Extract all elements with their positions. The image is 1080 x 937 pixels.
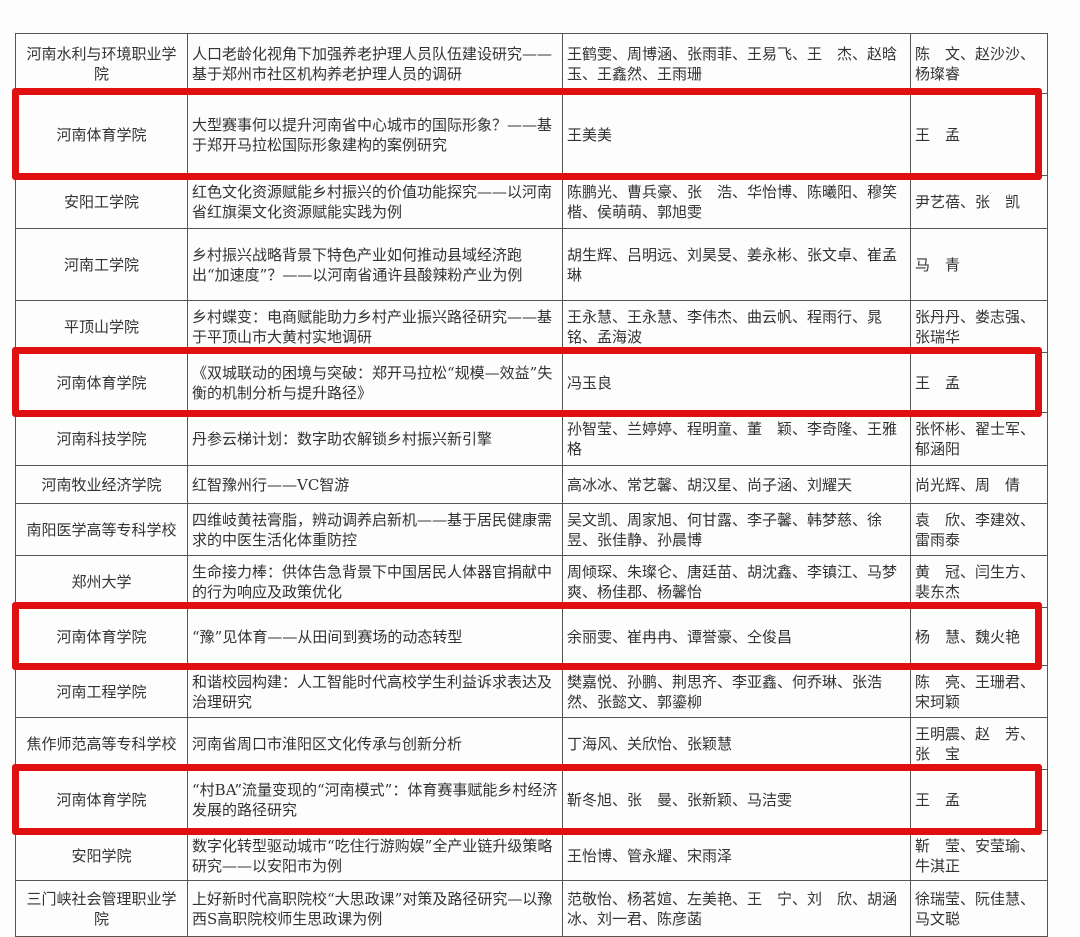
table-row: 河南工学院 乡村振兴战略背景下特色产业如何推动县域经济跑出“加速度”？——以河南省…: [15, 229, 1048, 301]
project-title-cell: 红智豫州行——VC智游: [187, 466, 562, 503]
members-cell: 余丽雯、崔冉冉、谭誉豪、仝俊昌: [562, 608, 910, 665]
project-title-cell: 红色文化资源赋能乡村振兴的价值功能探究——以河南省红旗渠文化资源赋能实践为例: [187, 176, 562, 228]
project-title-cell: 上好新时代高职院校“大思政课”对策及路径研究—以豫西S高职院校师生思政课为例: [187, 881, 562, 936]
table-row: 三门峡社会管理职业学院 上好新时代高职院校“大思政课”对策及路径研究—以豫西S高职…: [15, 881, 1048, 937]
advisors-cell: 张丹丹、娄志强、张瑞华: [910, 301, 1048, 352]
project-title-cell: 乡村振兴战略背景下特色产业如何推动县域经济跑出“加速度”？——以河南省通许县酸辣…: [187, 229, 562, 300]
table-row: 焦作师范高等专科学校 河南省周口市淮阳区文化传承与创新分析 丁海风、关欣怡、张颖慧王…: [15, 718, 1048, 770]
school-cell: 河南工学院: [15, 229, 187, 300]
school-cell: 河南体育学院: [15, 353, 187, 412]
table-row: 平顶山学院 乡村蝶变：电商赋能助力乡村产业振兴路径研究——基于平顶山市大黄村实地调…: [15, 301, 1048, 353]
school-cell: 南阳医学高等专科学校: [15, 504, 187, 555]
members-cell: 高冰冰、常艺馨、胡汉星、尚子涵、刘耀天: [562, 466, 910, 503]
school-cell: 河南牧业经济学院: [15, 466, 187, 503]
table-row: 郑州大学 生命接力棒：供体告急背景下中国居民人体器官捐献中的行为响应及政策优化 周倾…: [15, 556, 1048, 608]
members-cell: 吴文凯、周家旭、何甘露、李子馨、韩梦慈、徐 昱、张佳静、孙晨博: [562, 504, 910, 555]
advisors-cell: 尚光辉、周 倩: [910, 466, 1048, 503]
members-cell: 胡生辉、吕明远、刘昊旻、姜永彬、张文卓、崔孟琳: [562, 229, 910, 300]
members-cell: 冯玉良: [562, 353, 910, 412]
table-row: 南阳医学高等专科学校 四维岐黄祛膏脂，辨动调养启新机——基于居民健康需求的中医生活…: [15, 504, 1048, 556]
table-row: 河南体育学院 “村BA”流量变现的“河南模式”：体育赛事赋能乡村经济发展的路径研究…: [15, 770, 1048, 831]
school-cell: 河南体育学院: [15, 770, 187, 830]
advisors-cell: 杨 慧、魏火艳: [910, 608, 1048, 665]
project-title-cell: “村BA”流量变现的“河南模式”：体育赛事赋能乡村经济发展的路径研究: [187, 770, 562, 830]
advisors-cell: 黄 冠、闫生方、裴东杰: [910, 556, 1048, 607]
school-cell: 安阳学院: [15, 831, 187, 880]
advisors-cell: 王明震、赵 芳、张 宝: [910, 718, 1048, 769]
project-title-cell: 大型赛事何以提升河南省中心城市的国际形象？——基于郑开马拉松国际形象建构的案例研…: [187, 94, 562, 175]
project-title-cell: 乡村蝶变：电商赋能助力乡村产业振兴路径研究——基于平顶山市大黄村实地调研: [187, 301, 562, 352]
project-title-cell: 四维岐黄祛膏脂，辨动调养启新机——基于居民健康需求的中医生活化体重防控: [187, 504, 562, 555]
advisors-cell: 陈 文、赵沙沙、杨璨睿: [910, 34, 1048, 93]
table-row: 河南水利与环境职业学院 人口老龄化视角下加强养老护理人员队伍建设研究——基于郑州市…: [15, 34, 1048, 94]
project-title-cell: 《双城联动的困境与突破：郑开马拉松“规模—效益”失衡的机制分析与提升路径》: [187, 353, 562, 412]
members-cell: 王鹤雯、周博涵、张雨菲、王易飞、王 杰、赵晗玉、王鑫然、王雨珊: [562, 34, 910, 93]
members-cell: 丁海风、关欣怡、张颖慧: [562, 718, 910, 769]
table-row: 河南体育学院 “豫”见体育——从田间到赛场的动态转型 余丽雯、崔冉冉、谭誉豪、仝俊昌…: [15, 608, 1048, 666]
advisors-cell: 王 孟: [910, 770, 1048, 830]
table-row: 河南科技学院 丹参云梯计划：数字助农解锁乡村振兴新引擎 孙智莹、兰婷婷、程明童、董 …: [15, 413, 1048, 466]
school-cell: 焦作师范高等专科学校: [15, 718, 187, 769]
project-title-cell: 河南省周口市淮阳区文化传承与创新分析: [187, 718, 562, 769]
table-row: 安阳学院 数字化转型驱动城市“吃住行游购娱”全产业链升级策略研究——以安阳市为例王…: [15, 831, 1048, 881]
members-cell: 靳冬旭、张 曼、张新颖、马洁雯: [562, 770, 910, 830]
advisors-cell: 徐瑞莹、阮佳慧、马文聪: [910, 881, 1048, 936]
table-row: 河南体育学院 《双城联动的困境与突破：郑开马拉松“规模—效益”失衡的机制分析与提升…: [15, 353, 1048, 413]
project-title-cell: “豫”见体育——从田间到赛场的动态转型: [187, 608, 562, 665]
school-cell: 河南水利与环境职业学院: [15, 34, 187, 93]
members-cell: 范敬怡、杨茗媗、左美艳、王 宁、刘 欣、胡涵冰、刘一君、陈彦菡: [562, 881, 910, 936]
advisors-cell: 袁 欣、李建效、雷雨泰: [910, 504, 1048, 555]
project-title-cell: 丹参云梯计划：数字助农解锁乡村振兴新引擎: [187, 413, 562, 465]
project-title-cell: 生命接力棒：供体告急背景下中国居民人体器官捐献中的行为响应及政策优化: [187, 556, 562, 607]
project-title-cell: 数字化转型驱动城市“吃住行游购娱”全产业链升级策略研究——以安阳市为例: [187, 831, 562, 880]
project-title-cell: 人口老龄化视角下加强养老护理人员队伍建设研究——基于郑州市社区机构养老护理人员的…: [187, 34, 562, 93]
school-cell: 平顶山学院: [15, 301, 187, 352]
awards-table: 河南水利与环境职业学院 人口老龄化视角下加强养老护理人员队伍建设研究——基于郑州市…: [15, 33, 1048, 937]
advisors-cell: 马 青: [910, 229, 1048, 300]
school-cell: 河南科技学院: [15, 413, 187, 465]
advisors-cell: 尹艺蓓、张 凯: [910, 176, 1048, 228]
school-cell: 河南体育学院: [15, 608, 187, 665]
advisors-cell: 王 孟: [910, 353, 1048, 412]
members-cell: 孙智莹、兰婷婷、程明童、董 颖、李奇隆、王雅格: [562, 413, 910, 465]
table-row: 河南工程学院 和谐校园构建：人工智能时代高校学生利益诉求表达及治理研究 樊嘉悦、孙鹏…: [15, 666, 1048, 718]
members-cell: 王美美: [562, 94, 910, 175]
advisors-cell: 王 孟: [910, 94, 1048, 175]
school-cell: 河南体育学院: [15, 94, 187, 175]
advisors-cell: 靳 莹、安莹瑜、牛淇正: [910, 831, 1048, 880]
table-row: 安阳工学院 红色文化资源赋能乡村振兴的价值功能探究——以河南省红旗渠文化资源赋能实…: [15, 176, 1048, 229]
project-title-cell: 和谐校园构建：人工智能时代高校学生利益诉求表达及治理研究: [187, 666, 562, 717]
table-row: 河南牧业经济学院 红智豫州行——VC智游 高冰冰、常艺馨、胡汉星、尚子涵、刘耀天 尚光…: [15, 466, 1048, 504]
school-cell: 三门峡社会管理职业学院: [15, 881, 187, 936]
school-cell: 安阳工学院: [15, 176, 187, 228]
members-cell: 樊嘉悦、孙鹏、荆思齐、李亚鑫、何乔琳、张浩然、张懿文、郭鎏柳: [562, 666, 910, 717]
members-cell: 王怡博、管永耀、宋雨泽: [562, 831, 910, 880]
members-cell: 周倾琛、朱璨仑、唐廷苗、胡沈鑫、李镇江、马梦爽、杨佳郡、杨馨怡: [562, 556, 910, 607]
school-cell: 郑州大学: [15, 556, 187, 607]
table-row: 河南体育学院 大型赛事何以提升河南省中心城市的国际形象？——基于郑开马拉松国际形象…: [15, 94, 1048, 176]
advisors-cell: 张怀彬、翟士军、郁涵阳: [910, 413, 1048, 465]
members-cell: 王永慧、王永慧、李伟杰、曲云帆、程雨行、晁 铭、孟海波: [562, 301, 910, 352]
advisors-cell: 陈 亮、王珊君、宋珂颖: [910, 666, 1048, 717]
school-cell: 河南工程学院: [15, 666, 187, 717]
members-cell: 陈鹏光、曹兵豪、张 浩、华怡博、陈曦阳、穆笑楷、侯萌萌、郭旭雯: [562, 176, 910, 228]
